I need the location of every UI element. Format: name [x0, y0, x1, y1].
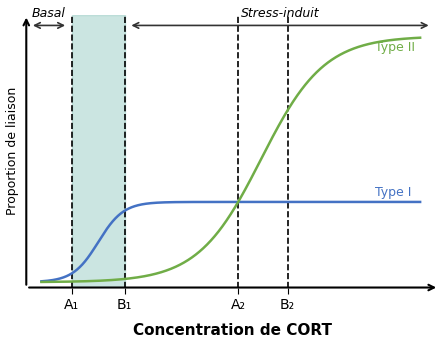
Text: Stress-induit: Stress-induit: [241, 7, 319, 20]
Text: Type II: Type II: [375, 41, 415, 55]
Bar: [72, 15, 125, 287]
Text: Type I: Type I: [375, 186, 411, 199]
X-axis label: Concentration de CORT: Concentration de CORT: [133, 323, 332, 338]
Text: Proportion de liaison: Proportion de liaison: [6, 87, 19, 215]
Text: Basal: Basal: [32, 7, 66, 20]
